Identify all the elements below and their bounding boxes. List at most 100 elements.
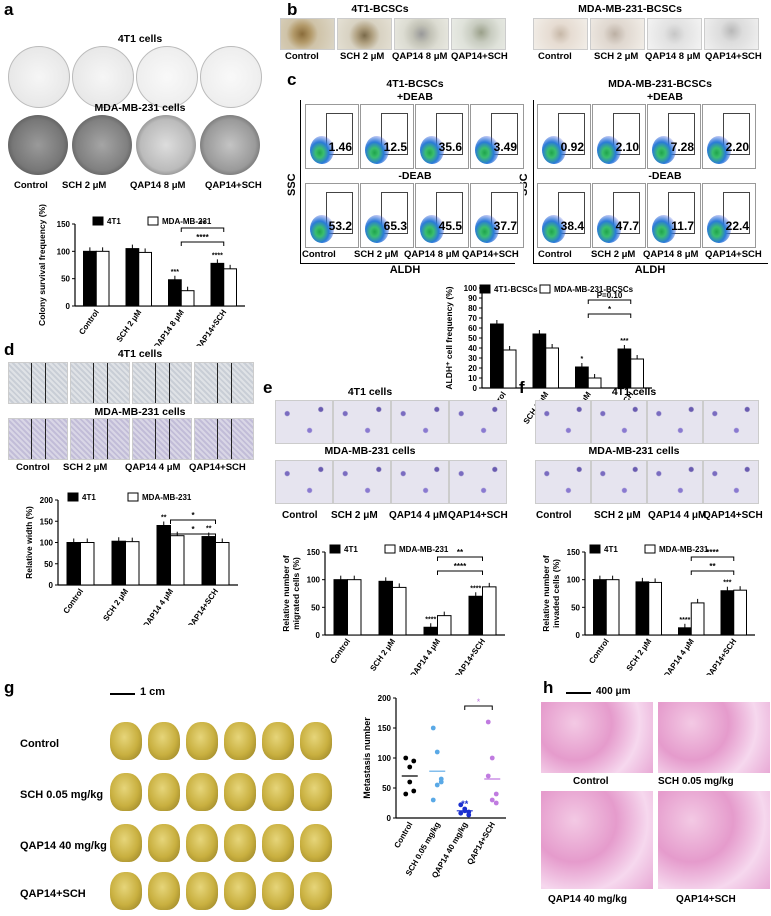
lung-image xyxy=(110,773,142,811)
x-tick-label: Control xyxy=(587,637,611,665)
flow-value: 1.46 xyxy=(328,140,352,154)
f-cond-label: SCH 2 μM xyxy=(594,510,641,521)
flow-plot: 0.92 xyxy=(537,104,591,169)
c-cond-label: Control xyxy=(302,249,336,260)
significance-label: * xyxy=(191,511,195,520)
x-tick-label: QAP14 4 μM xyxy=(662,637,696,675)
x-tick-label: QAP14+SCH xyxy=(452,637,487,675)
lung-image xyxy=(110,824,142,862)
bar xyxy=(720,590,735,636)
y-tick-label: 200 xyxy=(378,694,392,703)
legend-swatch xyxy=(147,216,159,226)
scale-bar xyxy=(566,692,591,694)
y-tick-label: 0 xyxy=(576,631,581,640)
panel-letter-b: b xyxy=(287,0,298,19)
d-title-4t1: 4T1 cells xyxy=(117,348,163,360)
scratch-image xyxy=(8,362,68,404)
e-title-4t1: 4T1 cells xyxy=(347,386,393,398)
x-tick-label: QAP14+SCH xyxy=(194,308,229,346)
scratch-image xyxy=(8,418,68,460)
significance-label: **** xyxy=(212,252,223,259)
lung-image xyxy=(110,872,142,910)
bar xyxy=(605,579,620,636)
legend-swatch xyxy=(67,492,79,502)
lung-image xyxy=(186,722,218,760)
significance-label: **** xyxy=(470,585,481,592)
b-cond-label: QAP14 8 μM xyxy=(645,51,701,62)
flow-plot: 37.7 xyxy=(470,183,524,248)
y-tick-label: 70 xyxy=(468,314,477,323)
y-tick-label: 150 xyxy=(40,517,54,526)
transwell-image xyxy=(391,400,449,444)
y-tick-label: 100 xyxy=(57,247,71,256)
significance-bracket xyxy=(437,570,483,575)
legend-swatch xyxy=(644,544,656,554)
y-tick-label: 50 xyxy=(382,784,391,793)
g-row-label: Control xyxy=(20,738,60,750)
a-title-4t1: 4T1 cells xyxy=(117,33,163,45)
y-tick-label: 0 xyxy=(66,302,71,311)
legend-label: MDA-MB-231 xyxy=(659,545,709,554)
x-tick-label: Control xyxy=(392,821,414,850)
x-tick-label: QAP14 4 μM xyxy=(408,637,442,675)
c-title-4t1: 4T1-BCSCs xyxy=(386,78,444,90)
legend-label: 4T1 xyxy=(604,545,618,554)
bar xyxy=(617,348,632,389)
x-tick-label: Control xyxy=(61,587,85,615)
data-point xyxy=(489,755,495,761)
significance-bracket xyxy=(587,299,632,304)
bar xyxy=(690,602,705,636)
c-ssc-label: SSC xyxy=(286,173,298,196)
flow-value: 65.3 xyxy=(383,219,407,233)
lung-image xyxy=(300,722,332,760)
d-cond-label: Control xyxy=(16,462,50,473)
h-label: SCH 0.05 mg/kg xyxy=(658,776,734,787)
flow-value: 12.5 xyxy=(383,140,407,154)
flow-plot: 65.3 xyxy=(360,183,414,248)
lung-image xyxy=(186,773,218,811)
bar xyxy=(635,581,650,636)
bar xyxy=(156,525,171,586)
transwell-image xyxy=(449,460,507,504)
c-cond-label: SCH 2 μM xyxy=(354,249,399,260)
significance-label: * xyxy=(191,525,195,534)
chart-d: 0 50 100 150 200 Relative width (%) Control SCH… xyxy=(24,492,238,625)
lung-image xyxy=(110,722,142,760)
significance-label: ** xyxy=(206,526,212,533)
bar xyxy=(168,279,182,307)
bar xyxy=(83,250,97,307)
colony-dish xyxy=(72,46,134,108)
flow-plot: 7.28 xyxy=(647,104,701,169)
bar xyxy=(733,589,747,636)
data-point xyxy=(438,776,444,782)
g-scale-label: 1 cm xyxy=(140,686,166,698)
significance-label: **** xyxy=(706,548,719,557)
histology-image xyxy=(658,702,770,773)
e-cond-label: SCH 2 μM xyxy=(331,510,378,521)
a-cond-label: QAP14 8 μM xyxy=(130,180,186,191)
y-tick-label: 0 xyxy=(316,631,321,640)
y-tick-label: 100 xyxy=(307,576,321,585)
b-title-4t1: 4T1-BCSCs xyxy=(351,3,409,15)
flow-value: 7.28 xyxy=(670,140,694,154)
bar xyxy=(201,536,216,586)
flow-value: 37.7 xyxy=(493,219,517,233)
c-aldh-label: ALDH xyxy=(389,264,421,276)
y-tick-label: 150 xyxy=(57,220,71,229)
histology-image xyxy=(541,791,653,889)
lung-image xyxy=(148,824,180,862)
flow-value: 2.20 xyxy=(725,140,749,154)
sphere-image xyxy=(590,18,645,50)
d-cond-label: QAP14+SCH xyxy=(189,462,246,473)
lung-image xyxy=(148,773,180,811)
y-tick-label: 80 xyxy=(468,304,477,313)
transwell-image xyxy=(333,460,391,504)
bar xyxy=(593,579,607,636)
transwell-image xyxy=(275,460,333,504)
bar xyxy=(575,366,589,389)
significance-label: ** xyxy=(461,799,469,809)
y-tick-label: 40 xyxy=(468,344,477,353)
y-tick-label: 20 xyxy=(468,364,477,373)
bar xyxy=(66,542,81,586)
data-point xyxy=(411,788,417,794)
